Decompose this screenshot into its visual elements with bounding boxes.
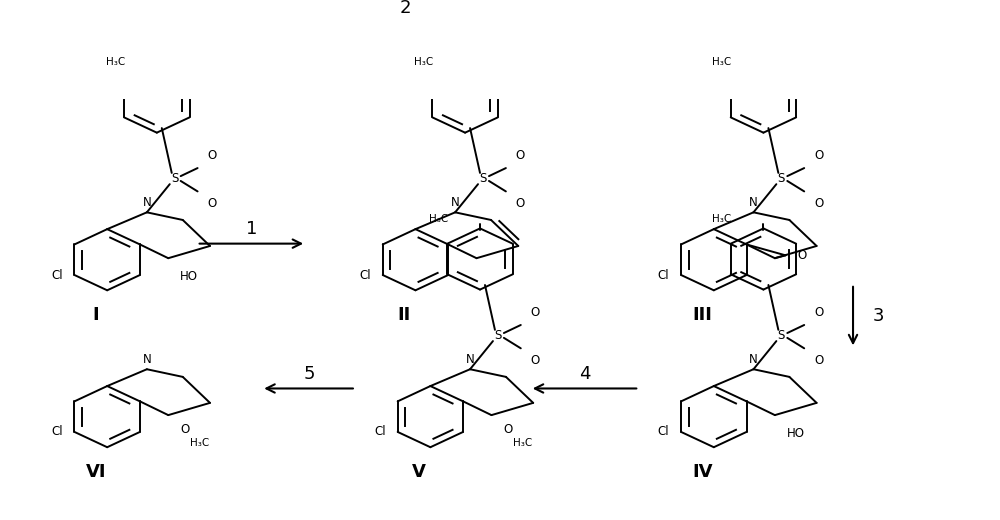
Text: H₃C: H₃C: [429, 214, 448, 224]
Text: Cl: Cl: [374, 425, 386, 438]
Text: N: N: [142, 196, 151, 209]
Text: O: O: [814, 354, 823, 367]
Text: 4: 4: [579, 365, 590, 383]
Text: 2: 2: [400, 0, 411, 17]
Text: N: N: [749, 353, 758, 366]
Text: III: III: [693, 306, 712, 323]
Text: Cl: Cl: [51, 268, 63, 281]
Text: Cl: Cl: [658, 425, 669, 438]
Text: O: O: [516, 197, 525, 210]
Text: O: O: [531, 306, 540, 319]
Text: O: O: [208, 197, 217, 210]
Text: N: N: [749, 196, 758, 209]
Text: N: N: [142, 353, 151, 366]
Text: N: N: [451, 196, 460, 209]
Text: H₃C: H₃C: [190, 438, 209, 448]
Text: O: O: [503, 423, 513, 436]
Text: Cl: Cl: [359, 268, 371, 281]
Text: O: O: [814, 306, 823, 319]
Text: O: O: [814, 149, 823, 162]
Text: Cl: Cl: [51, 425, 63, 438]
Text: S: S: [778, 172, 785, 185]
Text: IV: IV: [692, 462, 713, 480]
Text: HO: HO: [180, 270, 198, 283]
Text: S: S: [171, 172, 178, 185]
Text: S: S: [494, 329, 502, 342]
Text: H₃C: H₃C: [712, 214, 732, 224]
Text: HO: HO: [787, 427, 805, 440]
Text: 3: 3: [873, 307, 884, 325]
Text: N: N: [466, 353, 474, 366]
Text: H₃C: H₃C: [712, 57, 732, 67]
Text: H₃C: H₃C: [513, 438, 533, 448]
Text: O: O: [814, 197, 823, 210]
Text: O: O: [208, 149, 217, 162]
Text: O: O: [531, 354, 540, 367]
Text: H₃C: H₃C: [414, 57, 433, 67]
Text: 5: 5: [303, 365, 315, 383]
Text: VI: VI: [86, 462, 106, 480]
Text: S: S: [778, 329, 785, 342]
Text: I: I: [93, 306, 99, 323]
Text: 1: 1: [246, 220, 257, 238]
Text: O: O: [797, 249, 807, 262]
Text: V: V: [412, 462, 426, 480]
Text: II: II: [398, 306, 411, 323]
Text: O: O: [516, 149, 525, 162]
Text: H₃C: H₃C: [106, 57, 125, 67]
Text: S: S: [479, 172, 487, 185]
Text: Cl: Cl: [658, 268, 669, 281]
Text: O: O: [180, 423, 189, 436]
